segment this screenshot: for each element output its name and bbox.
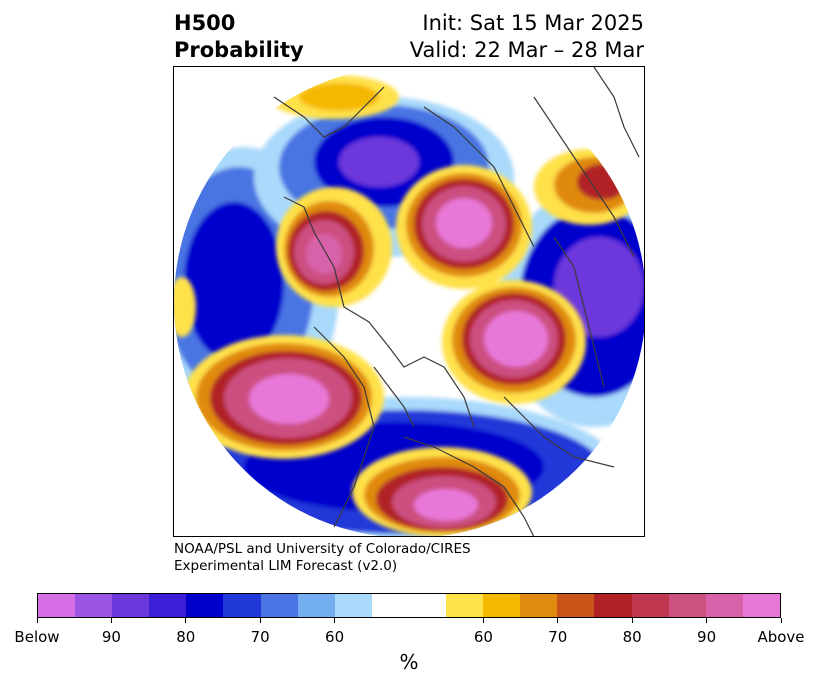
colorbar-segment [297, 594, 335, 617]
colorbar-segment [223, 594, 261, 617]
colorbar-segment [668, 594, 706, 617]
colorbar-segment [631, 594, 669, 617]
colorbar-segment [594, 594, 632, 617]
colorbar-tick-label: 80 [176, 628, 196, 646]
colorbar-tick-label: 90 [697, 628, 717, 646]
colorbar-tick-label: 70 [250, 628, 270, 646]
colorbar-segment [149, 594, 187, 617]
credit-line-1: NOAA/PSL and University of Colorado/CIRE… [174, 541, 471, 557]
map-title: H500 Probability [174, 10, 304, 64]
colorbar-segment [742, 594, 780, 617]
colorbar-tick-label: 60 [325, 628, 345, 646]
colorbar-segment [38, 594, 76, 617]
init-date: Init: Sat 15 Mar 2025 [422, 11, 644, 35]
colorbar-tick-label: 80 [622, 628, 642, 646]
colorbar-tick [185, 618, 187, 623]
colorbar-tick [110, 618, 112, 623]
colorbar-tick [706, 618, 708, 623]
colorbar [37, 593, 781, 618]
colorbar-segment [483, 594, 521, 617]
polar-map-panel [173, 66, 645, 537]
colorbar-tick-label: Below [14, 628, 60, 646]
colorbar-tick [36, 618, 38, 623]
colorbar-segment [260, 594, 298, 617]
colorbar-tick [557, 618, 559, 623]
colorbar-segment [705, 594, 743, 617]
credit-line-2: Experimental LIM Forecast (v2.0) [174, 558, 398, 574]
colorbar-tick [780, 618, 782, 623]
credit-text: NOAA/PSL and University of Colorado/CIRE… [174, 541, 471, 575]
colorbar-segment [371, 594, 447, 617]
valid-range: Valid: 22 Mar – 28 Mar [409, 38, 644, 62]
colorbar-tick-label: Above [757, 628, 805, 646]
colorbar-segment [334, 594, 372, 617]
title-variable: H500 [174, 11, 236, 35]
probability-map [174, 67, 644, 536]
colorbar-tick [482, 618, 484, 623]
colorbar-segment [186, 594, 224, 617]
colorbar-segment [520, 594, 558, 617]
colorbar-tick [334, 618, 336, 623]
probability-field [174, 67, 644, 536]
forecast-dates: Init: Sat 15 Mar 2025 Valid: 22 Mar – 28… [410, 10, 644, 64]
colorbar-segment [75, 594, 113, 617]
colorbar-tick [631, 618, 633, 623]
colorbar-unit-label: % [399, 650, 419, 674]
coastlines [273, 67, 640, 536]
title-product: Probability [174, 38, 304, 62]
colorbar-tick [259, 618, 261, 623]
colorbar-tick-label: 60 [473, 628, 493, 646]
colorbar-segment [557, 594, 595, 617]
colorbar-segment [112, 594, 150, 617]
colorbar-tick-label: 90 [101, 628, 121, 646]
colorbar-tick-label: 70 [548, 628, 568, 646]
colorbar-segment [446, 594, 484, 617]
